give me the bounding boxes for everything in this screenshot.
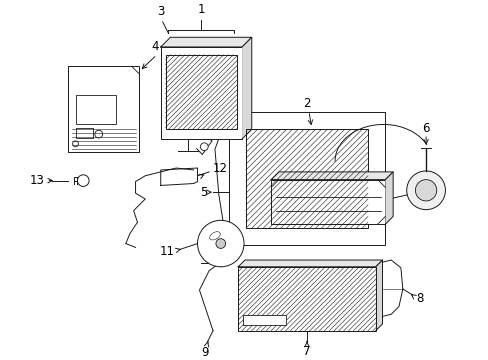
Polygon shape	[270, 172, 392, 180]
Text: 1: 1	[197, 3, 205, 16]
Circle shape	[216, 239, 225, 248]
Bar	[165, 55, 237, 129]
Bar	[243, 315, 285, 325]
Circle shape	[200, 143, 208, 150]
Bar	[75, 95, 116, 125]
Bar	[245, 129, 367, 228]
Polygon shape	[238, 260, 382, 267]
Text: 13: 13	[30, 174, 44, 187]
Text: 10: 10	[414, 186, 428, 199]
Bar	[238, 267, 375, 331]
Bar	[161, 47, 242, 139]
Text: 5: 5	[200, 186, 207, 199]
Polygon shape	[161, 37, 251, 47]
Polygon shape	[375, 260, 382, 331]
Circle shape	[72, 141, 78, 147]
Bar	[75, 128, 93, 138]
Circle shape	[95, 130, 102, 138]
Circle shape	[406, 171, 445, 210]
Text: 6: 6	[422, 122, 429, 135]
Polygon shape	[385, 172, 392, 224]
Bar	[68, 66, 139, 152]
Text: 12: 12	[213, 162, 227, 175]
Text: 2: 2	[303, 96, 310, 110]
Text: 8: 8	[416, 292, 423, 305]
Text: 11: 11	[159, 245, 174, 258]
Text: 3: 3	[157, 5, 164, 18]
Bar	[228, 112, 385, 246]
Circle shape	[77, 175, 89, 186]
Text: 9: 9	[201, 346, 208, 359]
Text: 7: 7	[303, 345, 310, 358]
Bar	[270, 180, 385, 224]
Polygon shape	[242, 37, 251, 139]
Text: 4: 4	[151, 40, 158, 54]
Circle shape	[415, 180, 436, 201]
Circle shape	[197, 220, 244, 267]
